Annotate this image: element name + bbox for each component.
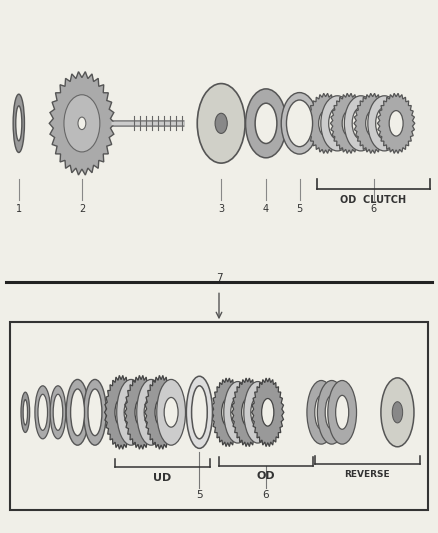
Ellipse shape [366,111,380,136]
Ellipse shape [246,89,286,158]
Ellipse shape [50,386,66,439]
Polygon shape [145,375,178,449]
Polygon shape [330,93,368,154]
Ellipse shape [66,379,89,445]
Ellipse shape [71,389,85,435]
Polygon shape [212,378,244,447]
Ellipse shape [197,84,245,163]
Polygon shape [252,378,284,447]
Ellipse shape [35,386,50,439]
Text: 3: 3 [218,205,224,214]
Ellipse shape [64,95,100,152]
Polygon shape [124,375,158,449]
Text: 6: 6 [371,205,377,214]
Ellipse shape [242,399,254,426]
Ellipse shape [186,376,212,448]
Ellipse shape [244,382,272,443]
Text: 4: 4 [263,205,269,214]
Ellipse shape [84,379,106,445]
Ellipse shape [135,399,147,426]
Text: 7: 7 [215,273,223,284]
Ellipse shape [231,398,245,427]
Ellipse shape [344,96,378,151]
Ellipse shape [328,381,357,444]
Ellipse shape [124,398,138,427]
Ellipse shape [23,400,28,425]
Ellipse shape [21,392,30,432]
Ellipse shape [38,394,47,430]
Ellipse shape [13,94,25,152]
Ellipse shape [352,108,370,139]
Text: REVERSE: REVERSE [345,470,390,479]
Ellipse shape [261,399,274,426]
Ellipse shape [325,395,338,429]
Ellipse shape [155,399,167,426]
Polygon shape [232,378,264,447]
Text: 5: 5 [196,490,203,500]
Ellipse shape [315,395,328,429]
Ellipse shape [392,402,403,423]
Ellipse shape [368,96,401,151]
Ellipse shape [389,111,403,136]
Ellipse shape [307,381,336,444]
Text: OD: OD [257,471,275,481]
Ellipse shape [251,398,265,427]
Ellipse shape [157,379,185,445]
Ellipse shape [319,111,332,136]
Ellipse shape [381,378,414,447]
Ellipse shape [328,108,346,139]
Polygon shape [105,375,138,449]
Polygon shape [49,71,115,175]
Ellipse shape [281,93,318,154]
Ellipse shape [318,381,346,444]
Ellipse shape [137,379,166,445]
Ellipse shape [255,103,277,143]
Polygon shape [354,93,391,154]
Ellipse shape [321,96,354,151]
Ellipse shape [286,100,313,147]
Polygon shape [378,93,415,154]
Text: 6: 6 [262,490,269,500]
Ellipse shape [115,399,127,426]
Ellipse shape [78,117,86,130]
Text: 5: 5 [297,205,303,214]
Ellipse shape [222,399,234,426]
Ellipse shape [342,111,356,136]
Ellipse shape [376,108,393,139]
Ellipse shape [336,395,349,429]
Ellipse shape [164,398,178,427]
Ellipse shape [144,398,158,427]
Ellipse shape [53,394,63,430]
Bar [10,322,428,511]
Ellipse shape [215,114,227,133]
Text: 1: 1 [16,205,22,214]
Polygon shape [307,93,344,154]
Text: OD  CLUTCH: OD CLUTCH [340,195,406,205]
Ellipse shape [224,382,252,443]
Ellipse shape [191,386,207,439]
Text: 2: 2 [79,205,85,214]
Ellipse shape [16,106,22,141]
Ellipse shape [117,379,145,445]
Text: UD: UD [153,473,172,483]
Ellipse shape [88,389,102,435]
